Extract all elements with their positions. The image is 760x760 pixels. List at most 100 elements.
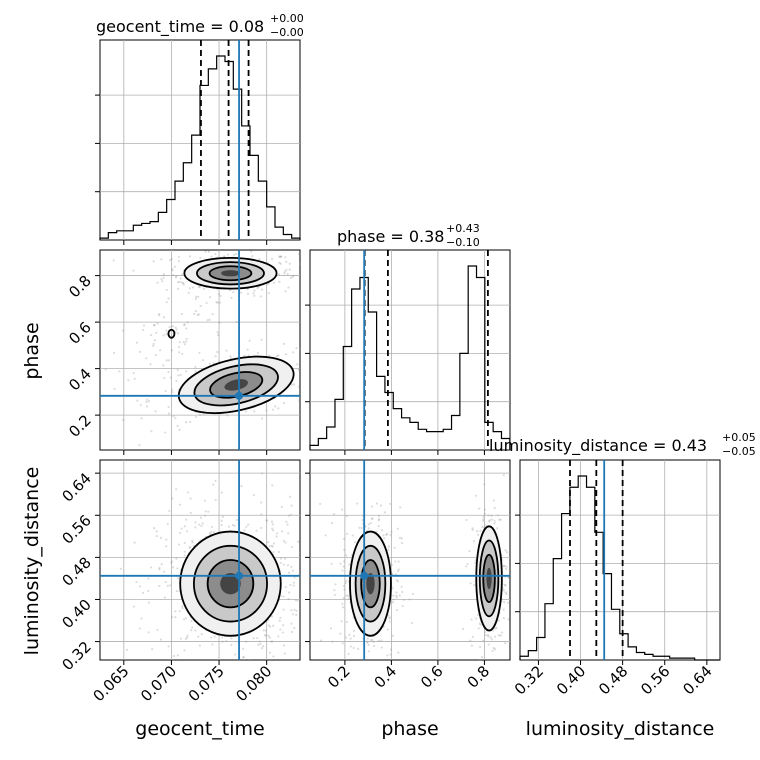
posterior-sample (227, 247, 229, 249)
geocent-time-vs-luminosity-distance-panel: 0.065 0.070 0.075 0.080 0.32 0.40 0.48 0.56 0.64 (58, 459, 318, 705)
posterior-sample (219, 301, 222, 304)
posterior-sample (260, 526, 263, 530)
posterior-sample (183, 525, 187, 528)
posterior-sample (191, 541, 194, 544)
posterior-sample (133, 377, 136, 380)
posterior-sample (280, 505, 283, 509)
posterior-sample (263, 633, 267, 637)
posterior-sample (356, 502, 359, 505)
posterior-sample (397, 560, 400, 563)
posterior-sample (264, 634, 268, 637)
posterior-sample (377, 639, 381, 642)
posterior-sample (316, 568, 318, 570)
posterior-sample (191, 286, 195, 289)
posterior-sample (175, 275, 178, 278)
posterior-sample (270, 615, 274, 618)
posterior-sample (221, 515, 225, 518)
posterior-sample (170, 349, 174, 352)
posterior-sample (367, 643, 370, 647)
posterior-sample (157, 314, 160, 317)
posterior-sample (190, 620, 193, 623)
posterior-sample (141, 591, 145, 594)
posterior-sample (175, 557, 178, 560)
posterior-sample (147, 589, 150, 593)
posterior-sample (411, 592, 415, 596)
posterior-sample (478, 507, 481, 510)
posterior-sample (290, 513, 293, 516)
posterior-sample (186, 321, 189, 324)
posterior-sample (248, 659, 251, 660)
posterior-sample (290, 545, 293, 549)
posterior-sample (216, 350, 219, 354)
histogram-step-geocent-time (99, 55, 301, 240)
posterior-sample (213, 702, 215, 704)
posterior-sample (149, 363, 152, 366)
posterior-sample (225, 349, 228, 352)
posterior-sample (505, 592, 508, 596)
posterior-sample (245, 640, 248, 643)
panel-frame (309, 249, 511, 451)
posterior-sample (275, 535, 278, 538)
posterior-sample (347, 652, 350, 656)
posterior-sample (153, 324, 156, 327)
posterior-sample (199, 304, 202, 308)
posterior-sample (478, 691, 480, 693)
posterior-sample (297, 368, 300, 371)
posterior-sample (212, 530, 216, 534)
posterior-sample (497, 634, 501, 637)
posterior-sample (400, 541, 403, 545)
posterior-sample (230, 296, 233, 299)
posterior-sample (371, 671, 373, 673)
posterior-sample (164, 431, 167, 434)
posterior-sample (156, 322, 159, 325)
posterior-sample (235, 320, 238, 324)
posterior-sample (270, 640, 274, 643)
posterior-sample (293, 576, 296, 579)
posterior-sample (395, 579, 398, 582)
posterior-sample (286, 272, 289, 275)
posterior-sample (204, 250, 207, 253)
histogram-step-phase (309, 265, 511, 450)
posterior-sample (177, 374, 180, 377)
posterior-sample (233, 524, 236, 527)
phase-histogram-panel (305, 249, 511, 455)
posterior-sample (503, 601, 506, 604)
posterior-sample (252, 493, 256, 497)
posterior-sample (496, 527, 499, 530)
posterior-sample (360, 526, 363, 530)
posterior-sample (162, 273, 165, 276)
posterior-sample (181, 281, 184, 284)
posterior-sample (198, 351, 201, 355)
posterior-sample (198, 285, 201, 289)
posterior-sample (377, 519, 380, 522)
posterior-sample (167, 412, 170, 415)
posterior-sample (165, 333, 168, 336)
posterior-sample (268, 624, 271, 627)
posterior-sample (382, 534, 385, 537)
posterior-sample (392, 598, 395, 601)
posterior-sample (290, 609, 293, 612)
posterior-sample (179, 637, 182, 640)
posterior-sample (380, 529, 384, 532)
posterior-sample (319, 639, 323, 642)
y-tick-label-phase: 0.4 (65, 365, 95, 395)
posterior-sample (476, 533, 480, 536)
posterior-sample (470, 618, 473, 621)
posterior-sample (297, 252, 300, 255)
posterior-sample (158, 566, 161, 569)
posterior-sample (172, 415, 175, 418)
posterior-sample (271, 624, 275, 627)
posterior-sample (154, 410, 157, 413)
posterior-sample (272, 655, 275, 658)
posterior-sample (169, 584, 172, 587)
posterior-sample (149, 333, 153, 337)
posterior-sample (210, 530, 213, 534)
posterior-sample (174, 326, 177, 329)
density-shade (366, 573, 375, 595)
posterior-sample (490, 518, 494, 521)
posterior-sample (504, 642, 507, 645)
posterior-sample (399, 506, 402, 509)
posterior-sample (352, 634, 356, 638)
posterior-sample (316, 385, 318, 387)
posterior-sample (151, 648, 154, 651)
